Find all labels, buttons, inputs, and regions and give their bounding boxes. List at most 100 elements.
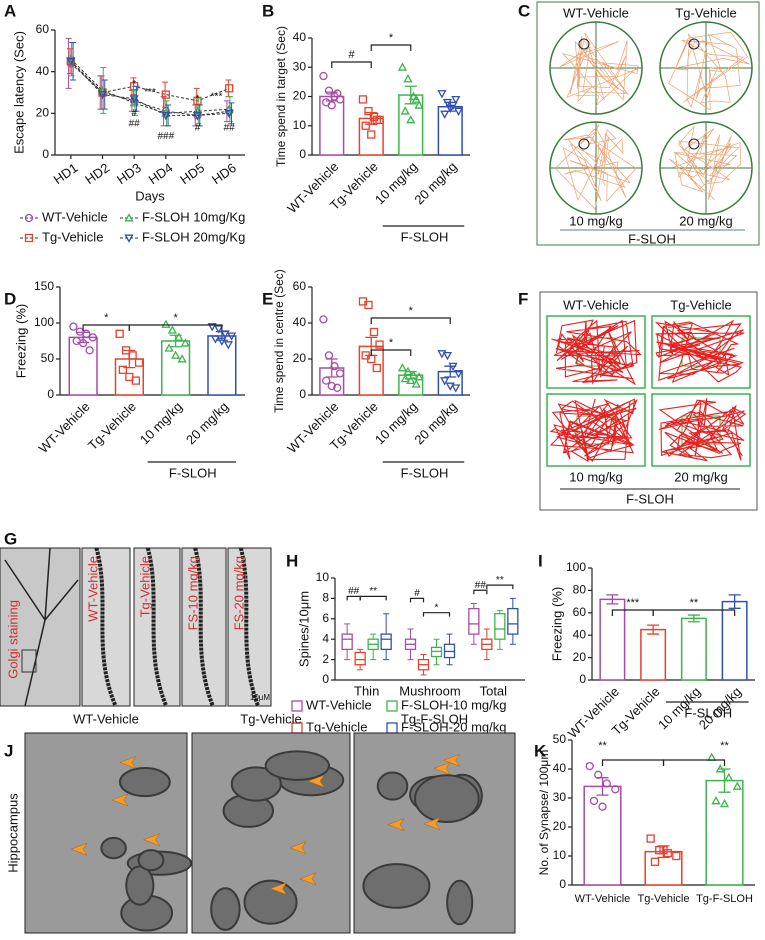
image-label: Tg-Vehicle	[137, 556, 152, 617]
track	[668, 31, 750, 111]
data-point	[372, 363, 381, 373]
error-bar	[647, 624, 660, 635]
data-point	[453, 107, 464, 116]
box-whisker	[433, 638, 440, 666]
data-point	[161, 319, 171, 328]
bracket	[370, 349, 412, 356]
y-tick-label: 0	[299, 387, 306, 401]
data-point	[335, 369, 345, 378]
arrow	[111, 793, 129, 807]
annotation: *	[173, 312, 178, 324]
image-label: Tg-Vehicle	[675, 5, 736, 20]
organelle	[118, 767, 171, 798]
bracket	[370, 44, 412, 51]
box-whisker	[509, 597, 516, 645]
arrow	[423, 817, 441, 831]
data-point	[400, 106, 410, 115]
image-label: FS-10 mg/kg	[185, 556, 200, 630]
y-tick-label: 2	[322, 652, 329, 666]
arrow	[70, 842, 88, 856]
annotation: *	[389, 337, 394, 349]
bracket	[331, 61, 372, 68]
organelle	[210, 887, 241, 931]
data-point	[445, 104, 455, 114]
group-label: F-SLOH	[169, 465, 217, 480]
data-point	[223, 341, 233, 350]
track	[668, 125, 742, 201]
data-point	[361, 121, 370, 130]
data-point	[167, 325, 177, 334]
legend-marker	[386, 722, 398, 734]
bracket	[601, 759, 665, 766]
annotation: ##	[348, 586, 360, 597]
annotation: ##	[475, 580, 487, 591]
dendrite	[94, 547, 118, 707]
bracket	[486, 584, 514, 590]
error-bar	[404, 85, 417, 105]
y-tick-label: 10	[553, 848, 567, 862]
panel-label: B	[262, 1, 274, 20]
data-point	[440, 110, 450, 119]
image-label: WT-Vehicle	[563, 5, 629, 20]
arrow	[289, 841, 307, 855]
data-point	[364, 106, 373, 116]
track	[551, 319, 643, 386]
y-tick-label: 0	[299, 147, 306, 161]
maze-cross	[550, 22, 642, 114]
annotation: ***	[144, 87, 156, 98]
data-point	[115, 329, 124, 338]
legend-marker	[124, 213, 134, 222]
data-point	[397, 62, 408, 71]
x-tick-label: Total	[480, 683, 508, 698]
group-label: F-SLOH	[626, 491, 674, 506]
track	[654, 319, 745, 384]
data-point	[319, 315, 328, 324]
y-axis-title: Time spend in centre (Sec)	[272, 269, 286, 413]
arrow	[142, 833, 161, 847]
y-tick-label: 40	[573, 627, 587, 641]
arrow	[119, 755, 137, 769]
organelle	[137, 849, 165, 872]
dendrite	[145, 547, 169, 707]
y-tick-label: 100	[34, 315, 54, 329]
x-tick-label: 10 mg/kg	[137, 399, 185, 447]
box	[341, 633, 353, 651]
data-point	[437, 350, 447, 359]
organelle	[362, 863, 431, 909]
track	[658, 398, 747, 462]
bracket	[128, 324, 223, 331]
maze-target	[578, 38, 590, 50]
micrograph	[0, 547, 81, 707]
annotation: ***	[626, 597, 640, 609]
y-axis-title: Freezing (%)	[549, 587, 564, 661]
data-point	[193, 96, 202, 105]
annotation: **	[690, 597, 699, 609]
annotation: **	[369, 586, 377, 597]
data-point	[319, 71, 328, 81]
bracket	[409, 597, 425, 603]
data-point	[224, 109, 234, 119]
legend-label: WT-Vehicle	[306, 697, 372, 712]
x-axis-title: Days	[135, 188, 165, 203]
data-point	[369, 327, 379, 337]
y-tick-label: 10	[316, 570, 330, 584]
box-whisker	[344, 623, 351, 661]
data-point	[327, 381, 336, 391]
annotation: #	[195, 123, 201, 134]
y-axis-title: No. of Synapse/ 100μm	[537, 750, 551, 876]
y-tick-label: 40	[293, 30, 307, 44]
image-label: WT-Vehicle	[563, 297, 629, 312]
image-label: Tg-Vehicle	[670, 297, 731, 312]
group-label: F-SLOH	[628, 231, 676, 246]
box	[507, 607, 519, 635]
y-tick-label: 50	[553, 732, 567, 746]
error-bar	[226, 96, 233, 123]
y-axis-title: Time spend in target (Sec)	[274, 26, 288, 167]
data-point	[177, 354, 187, 363]
series-line	[70, 58, 230, 114]
group-label: F-SLOH	[401, 465, 449, 480]
data-point	[711, 796, 721, 805]
y-axis-title: Escape latency (Sec)	[11, 31, 26, 154]
data-point	[400, 373, 410, 383]
